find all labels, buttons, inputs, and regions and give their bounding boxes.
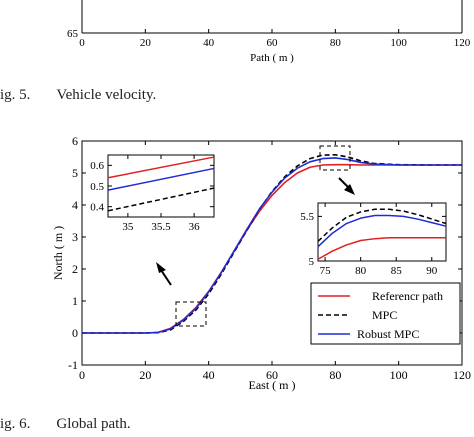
main-ytick-label: 1 [72,294,78,308]
fig5-xtick-label: 0 [79,37,85,49]
fig5-xlabel: Path ( m ) [250,52,294,64]
figure5-plot: 65 0 20 40 60 80 100 120 Path ( m ) [67,0,471,64]
main-xtick-label: 120 [453,368,471,382]
figure5-caption-text: Vehicle velocity. [56,87,157,103]
figure5-caption: ig. 5. Vehicle velocity. [0,87,156,104]
zoom-box-lower [175,301,207,327]
inset-left-xtick-label: 35.5 [151,221,171,233]
inset-left-ticks: 35 35.5 36 0.4 0.5 0.6 [90,155,214,233]
main-ytick-label: 6 [72,134,78,148]
inset-left-ytick-label: 0.6 [90,160,104,172]
legend-label-mpc: MPC [372,308,397,322]
legend-label-reference: Referencr path [372,289,443,303]
zoom-inset-left: 35 35.5 36 0.4 0.5 0.6 [90,154,215,233]
inset-right-series-0 [317,237,446,260]
main-ytick-label: 0 [72,326,78,340]
inset-right-ytick-label: 5 [309,256,315,268]
legend: Referencr path MPC Robust MPC [310,282,461,345]
main-ytick-label: 4 [72,198,78,212]
fig5-xtick-label: 100 [390,37,407,49]
inset-right-xtick-label: 80 [355,265,367,277]
inset-right-series [317,208,447,260]
main-xlabel: East ( m ) [249,378,296,392]
main-ytick-label: 3 [72,230,78,244]
inset-right-ytick-label: 5.5 [300,211,314,223]
inset-right-series-1 [317,208,447,242]
main-xtick-label: 40 [203,368,215,382]
inset-right-xtick-label: 75 [320,265,332,277]
main-xtick-label: 100 [390,368,408,382]
figure5-label: ig. 5. [0,87,31,103]
inset-left-xtick-label: 35 [122,221,134,233]
fig5-ytick-label: 65 [67,28,79,40]
inset-left-series-0 [107,156,215,179]
inset-right-series-2 [317,214,447,248]
arrow-to-inset-right [338,177,355,195]
main-series-2 [82,157,462,334]
fig5-xtick-label: 80 [330,37,342,49]
zoom-box-upper [319,145,351,171]
fig5-xtick-label: 120 [454,37,471,49]
main-ytick-label: 2 [72,262,78,276]
figure6-caption-text: Global path. [56,416,131,432]
inset-left-xtick-label: 36 [189,221,201,233]
figure6-caption: ig. 6. Global path. [0,416,131,433]
main-series-1 [82,153,462,334]
main-ytick-label: 5 [72,166,78,180]
inset-left-ytick-label: 0.5 [90,181,104,193]
figure6-label: ig. 6. [0,416,31,432]
inset-left-series-1 [107,187,215,212]
inset-right-ticks: 75 80 85 90 5 5.5 [300,203,446,277]
inset-right-xtick-label: 85 [391,265,403,277]
main-xtick-label: 80 [329,368,341,382]
main-xtick-label: 20 [139,368,151,382]
zoom-inset-right: 75 80 85 90 5 5.5 [300,202,447,277]
inset-left-series-2 [107,167,215,191]
inset-right-axes-box [317,202,447,262]
arrow-to-inset-left [156,262,172,286]
inset-right-xtick-label: 90 [426,265,438,277]
fig5-xtick-label: 60 [267,37,279,49]
main-xtick-label: 60 [266,368,278,382]
fig5-xticks: 0 20 40 60 80 100 120 [79,29,471,49]
inset-left-ytick-label: 0.4 [90,202,104,214]
main-ylabel: North ( m ) [51,226,65,280]
fig5-xtick-label: 20 [140,37,152,49]
legend-label-robust-mpc: Robust MPC [357,327,419,341]
main-ytick-label: -1 [68,358,78,372]
main-xtick-label: 0 [79,368,85,382]
fig5-xtick-label: 40 [203,37,215,49]
main-series [82,153,462,334]
inset-left-series [107,156,215,212]
